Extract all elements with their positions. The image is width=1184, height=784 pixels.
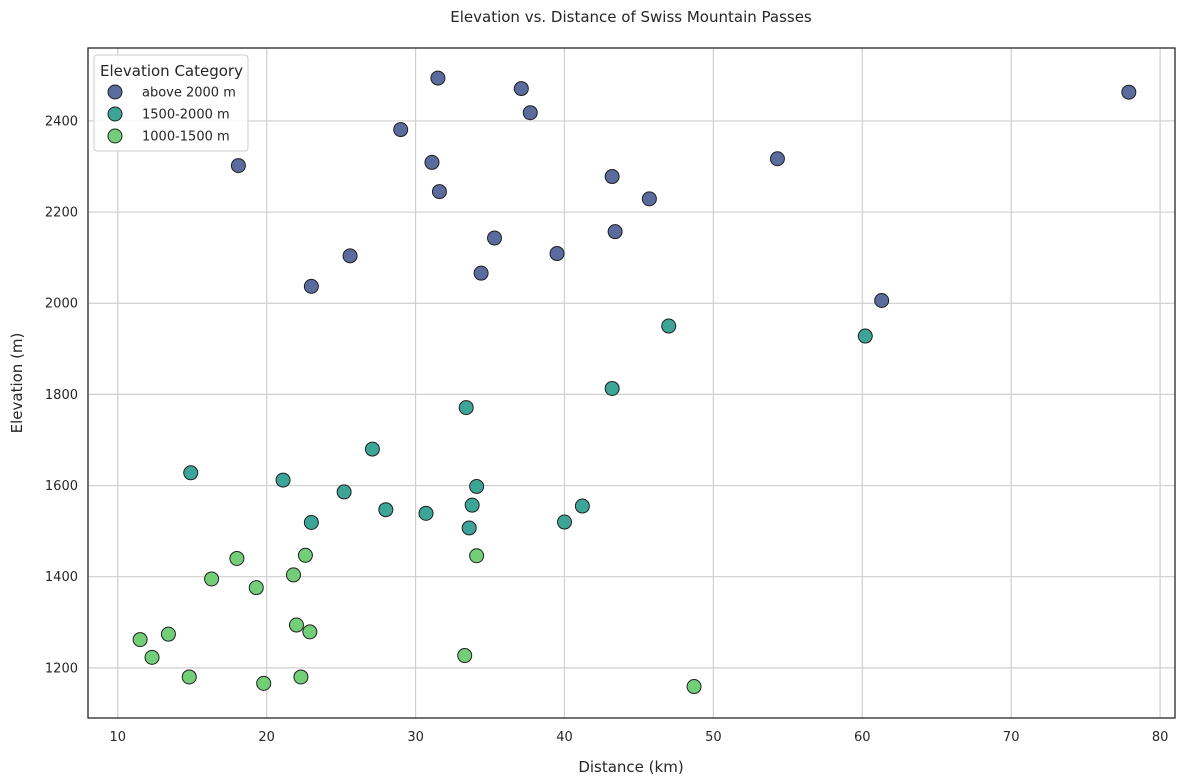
x-tick-label: 10 [110, 730, 127, 745]
x-tick-label: 30 [407, 730, 424, 745]
data-point [256, 675, 272, 691]
data-point [1121, 84, 1137, 100]
legend-label: above 2000 m [142, 86, 236, 101]
data-point [378, 502, 394, 518]
legend: Elevation Category above 2000 m 1500-2000… [93, 54, 249, 152]
x-tick-label: 70 [1003, 730, 1020, 745]
y-axis-ticks: 1200 1400 1600 1800 2000 2200 2400 [45, 114, 78, 676]
data-point [393, 122, 409, 138]
data-point [461, 520, 477, 536]
data-point [604, 169, 620, 185]
data-point [132, 632, 148, 648]
data-point [430, 70, 446, 86]
y-tick-label: 1400 [45, 570, 78, 585]
series-2 [183, 318, 873, 536]
data-point [607, 224, 623, 240]
data-point [457, 648, 473, 664]
data-point [686, 679, 702, 695]
y-tick-label: 2200 [45, 206, 78, 221]
data-point [248, 580, 264, 596]
grid [88, 48, 1175, 718]
legend-box [93, 54, 249, 152]
data-points [132, 70, 1137, 695]
data-point [431, 184, 447, 200]
legend-label: 1000-1500 m [142, 130, 230, 145]
data-point [513, 81, 529, 97]
data-point [418, 505, 434, 521]
data-point [604, 380, 620, 396]
data-point [342, 248, 358, 264]
legend-marker [107, 106, 123, 122]
data-point [874, 293, 890, 309]
data-point [574, 498, 590, 514]
data-point [204, 571, 220, 587]
data-point [469, 548, 485, 564]
x-tick-label: 20 [258, 730, 275, 745]
data-point [549, 246, 565, 262]
data-point [473, 265, 489, 281]
y-axis-label: Elevation (m) [8, 333, 26, 434]
data-point [303, 278, 319, 294]
x-tick-label: 40 [556, 730, 573, 745]
x-tick-label: 80 [1152, 730, 1169, 745]
plot-frame [87, 47, 1176, 719]
data-point [336, 484, 352, 500]
data-point [458, 400, 474, 416]
data-point [288, 617, 304, 633]
x-tick-label: 60 [854, 730, 871, 745]
data-point [285, 567, 301, 583]
data-point [293, 669, 309, 685]
data-point [275, 472, 291, 488]
data-point [181, 669, 197, 685]
x-axis-label: Distance (km) [578, 758, 683, 776]
data-point [641, 191, 657, 207]
data-point [229, 550, 245, 566]
chart-title: Elevation vs. Distance of Swiss Mountain… [450, 8, 812, 26]
data-point [857, 328, 873, 344]
data-point [302, 624, 318, 640]
data-point [469, 478, 485, 494]
y-tick-label: 1200 [45, 661, 78, 676]
data-point [144, 649, 160, 665]
data-point [303, 514, 319, 530]
data-point [661, 318, 677, 334]
data-point [160, 626, 176, 642]
x-axis-ticks: 10 20 30 40 50 60 70 80 [110, 730, 1169, 745]
data-point [522, 105, 538, 121]
y-tick-label: 2400 [45, 114, 78, 129]
data-point [556, 514, 572, 530]
legend-label: 1500-2000 m [142, 108, 230, 123]
legend-marker [107, 84, 123, 100]
legend-title: Elevation Category [100, 62, 243, 80]
data-point [297, 547, 313, 563]
data-point [464, 497, 480, 513]
y-tick-label: 2000 [45, 297, 78, 312]
data-point [487, 230, 503, 246]
x-tick-label: 50 [705, 730, 722, 745]
legend-marker [107, 128, 123, 144]
y-tick-label: 1800 [45, 388, 78, 403]
data-point [769, 151, 785, 167]
data-point [183, 465, 199, 481]
data-point [364, 441, 380, 457]
data-point [424, 154, 440, 170]
series-3 [132, 547, 702, 695]
data-point [230, 158, 246, 174]
y-tick-label: 1600 [45, 479, 78, 494]
series-1 [230, 70, 1137, 309]
